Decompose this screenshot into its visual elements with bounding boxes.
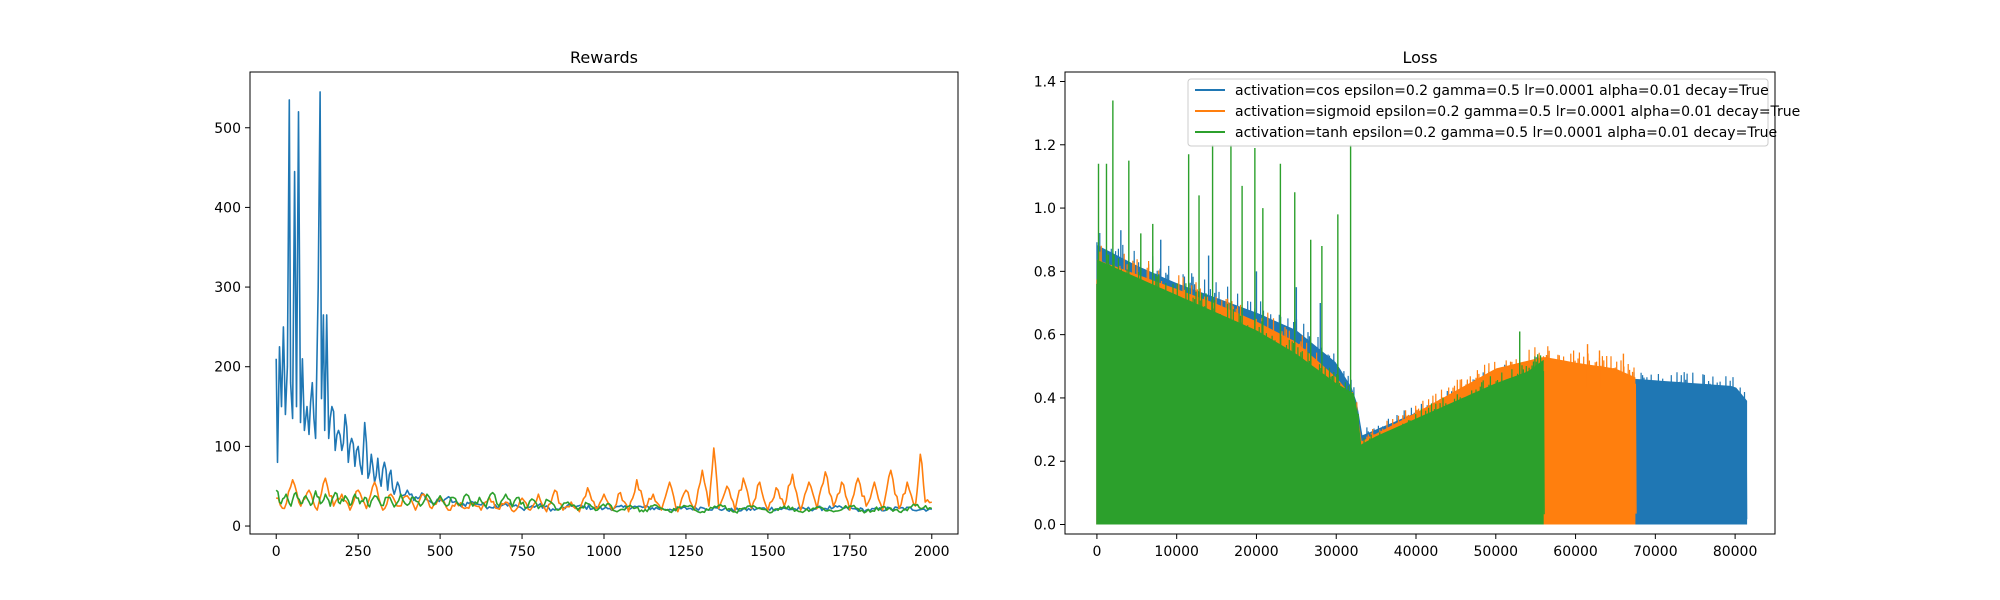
rewards-title: Rewards	[570, 48, 638, 67]
legend-label-cos: activation=cos epsilon=0.2 gamma=0.5 lr=…	[1235, 83, 1769, 99]
y-tick-label: 500	[214, 121, 241, 137]
rewards-series-line	[276, 447, 932, 513]
loss-axes: 0 10000 20000 30000 40000 50000 60000 70000 8000…	[1034, 74, 1758, 560]
y-tick-label: 200	[214, 360, 241, 376]
y-tick-label: 1.0	[1034, 201, 1056, 217]
loss-title: Loss	[1402, 48, 1437, 67]
x-tick-label: 60000	[1553, 544, 1598, 560]
x-tick-label: 0	[1092, 544, 1101, 560]
x-tick-label: 40000	[1394, 544, 1439, 560]
x-tick-label: 10000	[1154, 544, 1199, 560]
x-tick-label: 1000	[586, 544, 622, 560]
loss-chart: Loss 0 10000 20000 30000 40000 50000 60000 7000…	[1034, 48, 1801, 560]
x-tick-label: 1750	[832, 544, 868, 560]
x-tick-label: 750	[509, 544, 536, 560]
loss-series-group	[1096, 100, 1748, 525]
x-tick-label: 1500	[750, 544, 786, 560]
x-tick-label: 30000	[1314, 544, 1359, 560]
y-tick-label: 0	[232, 519, 241, 535]
rewards-chart: Rewards 0 250 500 750 1000 1250 1500 1750 2000 0 1…	[214, 48, 959, 560]
x-tick-label: 50000	[1474, 544, 1519, 560]
y-tick-label: 0.4	[1034, 391, 1056, 407]
rewards-series-line	[275, 91, 933, 513]
x-tick-label: 70000	[1633, 544, 1678, 560]
rewards-axes: 0 250 500 750 1000 1250 1500 1750 2000 0 100 200 300…	[214, 121, 949, 560]
x-tick-label: 80000	[1713, 544, 1758, 560]
loss-series-fill	[1096, 259, 1544, 525]
y-tick-label: 300	[214, 280, 241, 296]
x-tick-label: 0	[272, 544, 281, 560]
y-tick-label: 400	[214, 200, 241, 216]
x-tick-label: 250	[345, 544, 372, 560]
y-tick-label: 0.8	[1034, 264, 1056, 280]
rewards-series-line	[275, 489, 933, 514]
loss-plot-frame	[1064, 71, 1776, 535]
rewards-plot-frame	[249, 71, 959, 535]
y-tick-label: 1.2	[1034, 138, 1056, 154]
y-tick-label: 100	[214, 439, 241, 455]
legend-label-tanh: activation=tanh epsilon=0.2 gamma=0.5 lr…	[1235, 125, 1777, 141]
legend-label-sigmoid: activation=sigmoid epsilon=0.2 gamma=0.5…	[1235, 104, 1800, 120]
x-tick-label: 500	[427, 544, 454, 560]
y-tick-label: 0.0	[1034, 518, 1056, 534]
rewards-series-group	[275, 91, 933, 514]
loss-legend: activation=cos epsilon=0.2 gamma=0.5 lr=…	[1187, 78, 1800, 147]
x-tick-label: 1250	[668, 544, 704, 560]
y-tick-label: 0.2	[1034, 454, 1056, 470]
y-tick-label: 1.4	[1034, 74, 1056, 90]
y-tick-label: 0.6	[1034, 328, 1056, 344]
x-tick-label: 20000	[1234, 544, 1279, 560]
x-tick-label: 2000	[914, 544, 950, 560]
legend-box	[1187, 78, 1769, 147]
